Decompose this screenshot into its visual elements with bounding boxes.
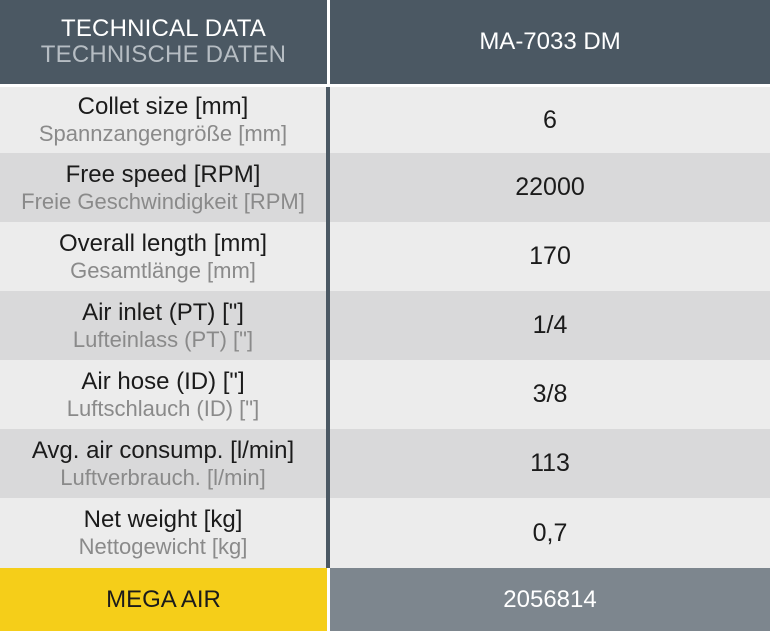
row-label-de: Nettogewicht [kg] <box>78 534 248 559</box>
table-row: Free speed [RPM] Freie Geschwindigkeit [… <box>0 153 770 222</box>
row-label-cell: Collet size [mm] Spannzangengröße [mm] <box>0 87 330 153</box>
row-value-cell: 3/8 <box>330 360 770 429</box>
row-value-cell: 170 <box>330 222 770 291</box>
table-row: Air hose (ID) ["] Luftschlauch (ID) ["] … <box>0 360 770 429</box>
row-label-cell: Net weight [kg] Nettogewicht [kg] <box>0 498 330 568</box>
row-label-en: Air inlet (PT) ["] <box>82 298 244 326</box>
header-model: MA-7033 DM <box>479 28 621 55</box>
row-value-cell: 113 <box>330 429 770 498</box>
row-label-en: Net weight [kg] <box>83 506 243 533</box>
row-label-en: Air hose (ID) ["] <box>81 367 245 395</box>
header-title-de: TECHNISCHE DATEN <box>40 41 287 68</box>
row-value: 170 <box>529 242 571 270</box>
header-title-en: TECHNICAL DATA <box>60 15 267 42</box>
table-footer: MEGA AIR 2056814 <box>0 568 770 631</box>
row-label-cell: Overall length [mm] Gesamtlänge [mm] <box>0 222 330 291</box>
row-label-cell: Air hose (ID) ["] Luftschlauch (ID) ["] <box>0 360 330 429</box>
table-row: Avg. air consump. [l/min] Luftverbrauch.… <box>0 429 770 498</box>
row-label-en: Overall length [mm] <box>58 229 268 257</box>
row-value: 3/8 <box>532 380 568 408</box>
header-title-cell: TECHNICAL DATA TECHNISCHE DATEN <box>0 0 330 84</box>
brand-cell: MEGA AIR <box>0 568 330 631</box>
table-row: Overall length [mm] Gesamtlänge [mm] 170 <box>0 222 770 291</box>
row-value: 1/4 <box>532 311 568 339</box>
brand-name: MEGA AIR <box>106 585 221 613</box>
row-label-en: Free speed [RPM] <box>65 160 261 188</box>
row-label-de: Gesamtlänge [mm] <box>70 257 256 283</box>
table-header: TECHNICAL DATA TECHNISCHE DATEN MA-7033 … <box>0 0 770 84</box>
table-row: Net weight [kg] Nettogewicht [kg] 0,7 <box>0 498 770 568</box>
table-row: Collet size [mm] Spannzangengröße [mm] 6 <box>0 87 770 153</box>
row-value: 6 <box>543 105 557 134</box>
row-label-de: Freie Geschwindigkeit [RPM] <box>21 188 305 214</box>
row-value-cell: 22000 <box>330 153 770 222</box>
row-label-cell: Air inlet (PT) ["] Lufteinlass (PT) ["] <box>0 291 330 360</box>
row-label-de: Lufteinlass (PT) ["] <box>72 326 254 352</box>
row-label-de: Luftverbrauch. [l/min] <box>60 464 266 490</box>
article-code: 2056814 <box>503 585 597 613</box>
header-divider <box>0 84 770 87</box>
table-row: Air inlet (PT) ["] Lufteinlass (PT) ["] … <box>0 291 770 360</box>
row-label-en: Collet size [mm] <box>77 93 249 120</box>
header-model-cell: MA-7033 DM <box>330 0 770 84</box>
row-label-de: Luftschlauch (ID) ["] <box>66 395 260 421</box>
row-value: 0,7 <box>532 518 568 547</box>
row-label-cell: Avg. air consump. [l/min] Luftverbrauch.… <box>0 429 330 498</box>
row-value-cell: 6 <box>330 87 770 153</box>
row-label-cell: Free speed [RPM] Freie Geschwindigkeit [… <box>0 153 330 222</box>
row-label-en: Avg. air consump. [l/min] <box>31 436 295 464</box>
row-value: 22000 <box>515 173 585 201</box>
article-code-cell: 2056814 <box>330 568 770 631</box>
row-label-de: Spannzangengröße [mm] <box>38 121 288 146</box>
row-value: 113 <box>530 449 570 477</box>
row-value-cell: 0,7 <box>330 498 770 568</box>
row-value-cell: 1/4 <box>330 291 770 360</box>
